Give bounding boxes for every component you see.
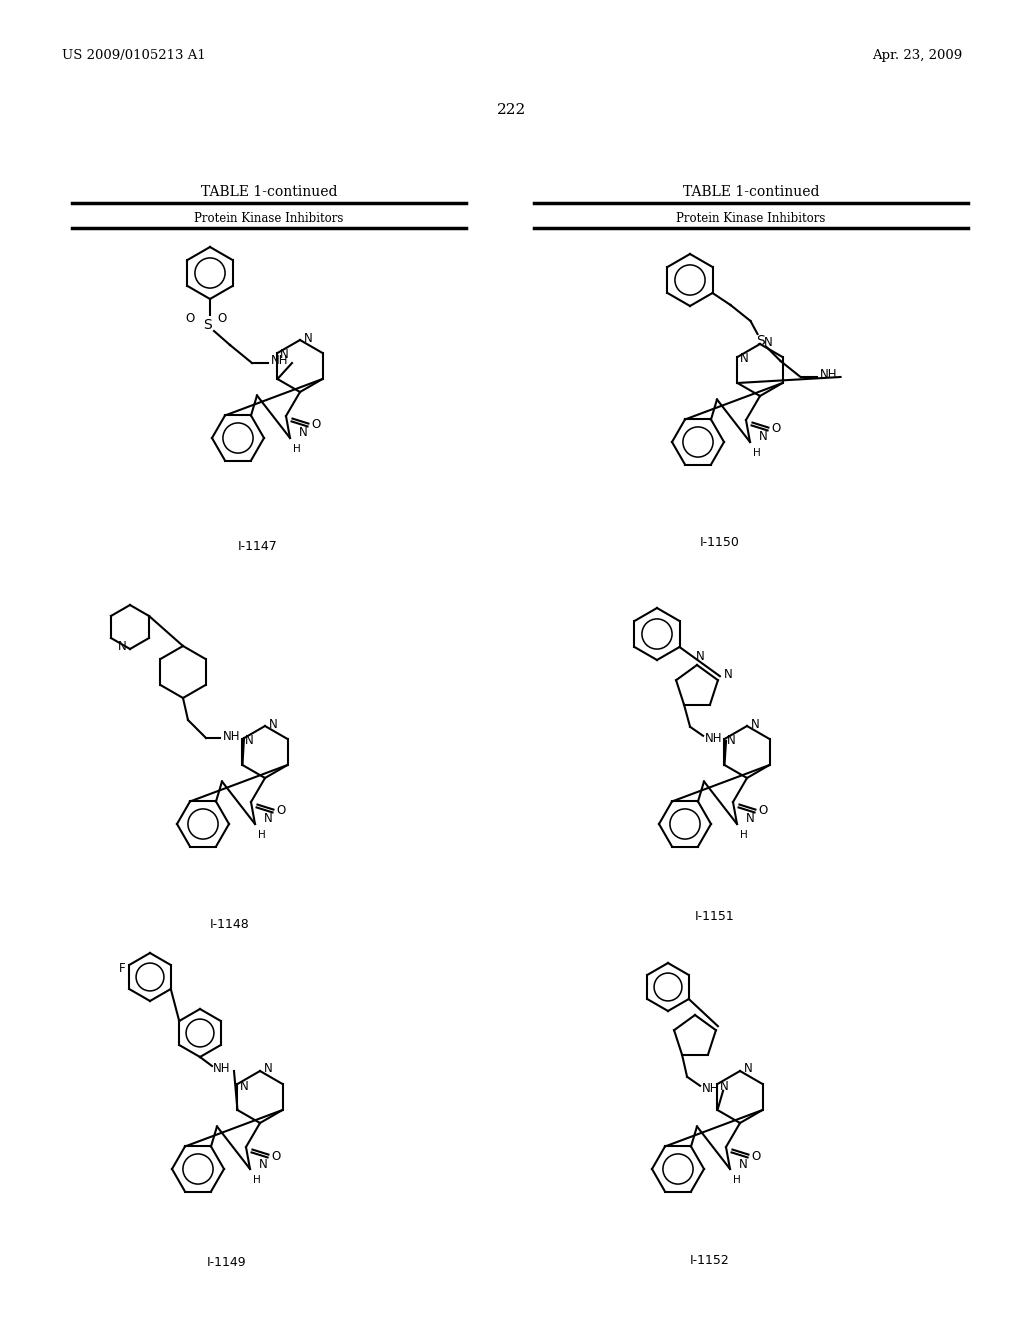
Text: H: H (253, 1175, 261, 1185)
Text: N: N (743, 1063, 753, 1076)
Text: O: O (771, 422, 780, 436)
Text: NH: NH (702, 1082, 720, 1096)
Text: NH: NH (271, 355, 289, 367)
Text: N: N (724, 668, 732, 681)
Text: N: N (304, 331, 312, 345)
Text: TABLE 1-continued: TABLE 1-continued (683, 185, 819, 199)
Text: 222: 222 (498, 103, 526, 117)
Text: US 2009/0105213 A1: US 2009/0105213 A1 (62, 49, 206, 62)
Text: S: S (756, 334, 765, 348)
Text: N: N (764, 335, 772, 348)
Text: N: N (299, 426, 307, 440)
Text: I-1152: I-1152 (690, 1254, 730, 1266)
Text: N: N (751, 718, 760, 730)
Text: I-1147: I-1147 (239, 540, 278, 553)
Text: I-1149: I-1149 (207, 1257, 247, 1270)
Text: N: N (727, 734, 736, 747)
Text: N: N (738, 1158, 748, 1171)
Text: N: N (740, 352, 749, 366)
Text: N: N (259, 1158, 267, 1171)
Text: O: O (217, 312, 226, 325)
Text: O: O (276, 804, 286, 817)
Text: O: O (271, 1150, 281, 1163)
Text: I-1148: I-1148 (210, 917, 250, 931)
Text: N: N (695, 649, 705, 663)
Text: NH: NH (706, 733, 723, 746)
Text: H: H (293, 444, 301, 454)
Text: N: N (263, 1063, 272, 1076)
Text: N: N (281, 348, 289, 362)
Text: H: H (740, 830, 748, 840)
Text: N: N (118, 640, 126, 653)
Text: Protein Kinase Inhibitors: Protein Kinase Inhibitors (195, 211, 344, 224)
Text: N: N (268, 718, 278, 730)
Text: O: O (759, 804, 768, 817)
Text: I-1151: I-1151 (695, 911, 735, 924)
Text: N: N (263, 813, 272, 825)
Text: H: H (753, 447, 761, 458)
Text: N: N (759, 430, 767, 444)
Text: N: N (720, 1080, 729, 1093)
Text: O: O (752, 1150, 761, 1163)
Text: I-1150: I-1150 (700, 536, 740, 549)
Text: H: H (258, 830, 266, 840)
Text: H: H (733, 1175, 741, 1185)
Text: N: N (240, 1080, 249, 1093)
Text: O: O (311, 418, 321, 432)
Text: NH: NH (223, 730, 241, 742)
Text: F: F (119, 962, 125, 975)
Text: N: N (245, 734, 254, 747)
Text: Protein Kinase Inhibitors: Protein Kinase Inhibitors (676, 211, 825, 224)
Text: NH: NH (820, 368, 838, 381)
Text: Apr. 23, 2009: Apr. 23, 2009 (871, 49, 962, 62)
Text: TABLE 1-continued: TABLE 1-continued (201, 185, 337, 199)
Text: S: S (204, 318, 212, 333)
Text: NH: NH (213, 1063, 230, 1076)
Text: O: O (185, 312, 195, 325)
Text: N: N (745, 813, 755, 825)
